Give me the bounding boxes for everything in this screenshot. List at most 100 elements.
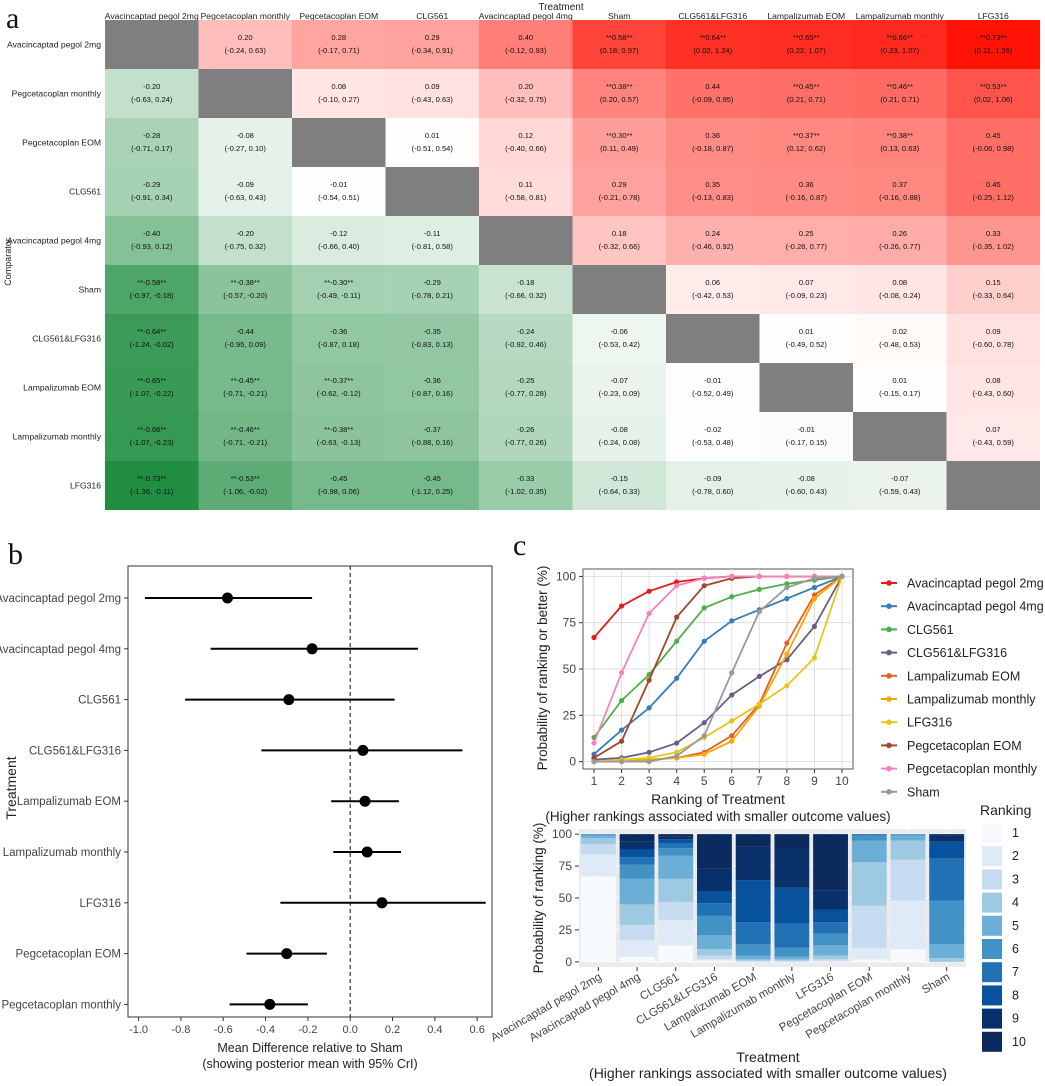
rank-legend-label: 9 bbox=[1012, 1012, 1019, 1026]
heatmap-cell-value: -0.09 bbox=[237, 180, 254, 189]
rankline-x-tick-label: 3 bbox=[646, 774, 653, 788]
heatmap-cell-ci: (0.22, 1.07) bbox=[787, 46, 826, 55]
heatmap-cell-value: 0.45 bbox=[986, 131, 1001, 140]
heatmap-cell bbox=[946, 265, 1040, 314]
heatmap-ylabel: Comparator bbox=[3, 238, 13, 286]
heatmap-cell-ci: (-0.27, 0.10) bbox=[225, 144, 267, 153]
heatmap-cell-value: **-0.46** bbox=[231, 425, 260, 434]
heatmap-cell-ci: (-0.87, 0.16) bbox=[412, 389, 454, 398]
rankline-x-tick-label: 1 bbox=[591, 774, 598, 788]
rankbar-segment bbox=[735, 834, 771, 847]
heatmap-cell-value: 0.07 bbox=[799, 278, 814, 287]
heatmap-cell-value: 0.01 bbox=[892, 376, 907, 385]
forest-point bbox=[283, 694, 295, 706]
rankbar-segment bbox=[735, 960, 771, 962]
rankbar-segment bbox=[697, 959, 732, 961]
heatmap-cell bbox=[385, 167, 479, 216]
heatmap-cell-value: -0.29 bbox=[424, 278, 441, 287]
heatmap-cell-ci: (-0.93, 0.12) bbox=[131, 242, 173, 251]
heatmap-cell-ci: (-0.23, 0.09) bbox=[599, 389, 641, 398]
rankline-legend-marker bbox=[886, 696, 892, 702]
heatmap-cell-value: **-0.38** bbox=[231, 278, 260, 287]
heatmap-cell-value: **0.53** bbox=[980, 82, 1007, 91]
rankbar-segment bbox=[658, 919, 694, 946]
heatmap-cell-ci: (-0.28, 0.77) bbox=[786, 242, 828, 251]
heatmap-cell-ci: (-0.24, 0.08) bbox=[599, 438, 641, 447]
rankbar-segment bbox=[658, 855, 694, 879]
rank-legend-label: 3 bbox=[1012, 872, 1019, 886]
heatmap-cell-ci: (-1.36, -0.11) bbox=[130, 487, 174, 496]
rankline-series-line bbox=[594, 575, 843, 763]
heatmap-cell-ci: (-0.12, 0.93) bbox=[505, 46, 547, 55]
rankbar-segment bbox=[774, 834, 810, 850]
rankbar-segment bbox=[735, 880, 771, 923]
rankbar-segment bbox=[619, 864, 655, 879]
rankline-legend-marker bbox=[886, 673, 892, 679]
forest-panel-border bbox=[127, 565, 493, 1018]
rankbar-segment bbox=[580, 834, 616, 836]
rankline-series-line bbox=[593, 576, 843, 763]
heatmap-cell-value: -0.36 bbox=[424, 376, 441, 385]
rankline-series-point bbox=[674, 675, 680, 681]
heatmap-cell bbox=[479, 69, 573, 118]
heatmap-cell-ci: (-0.32, 0.66) bbox=[599, 242, 641, 251]
heatmap-cell-ci: (-0.21, 0.78) bbox=[599, 193, 641, 202]
rankbar-segment bbox=[890, 834, 926, 836]
heatmap-cell bbox=[479, 412, 573, 461]
forest-ylabel: Treatment bbox=[3, 756, 19, 819]
heatmap-cell bbox=[946, 118, 1040, 167]
heatmap-cell-value: -0.20 bbox=[143, 82, 160, 91]
heatmap-cell-value: 0.09 bbox=[425, 82, 440, 91]
heatmap-cell-value: -0.01 bbox=[330, 180, 347, 189]
heatmap-cell bbox=[759, 363, 853, 412]
forest-point bbox=[361, 846, 373, 858]
rankline-series-line bbox=[593, 575, 842, 744]
heatmap-cell-ci: (-0.52, 0.49) bbox=[692, 389, 734, 398]
rankbar-segment bbox=[929, 834, 965, 836]
forest-x-tick-label: -0.2 bbox=[298, 1024, 317, 1036]
rankline-series-point bbox=[646, 677, 652, 683]
heatmap-cell-value: 0.29 bbox=[612, 180, 627, 189]
rankline-series-point bbox=[784, 683, 790, 689]
heatmap-cell-ci: (-1.06, -0.02) bbox=[223, 487, 267, 496]
heatmap-cell-ci: (-0.63, -0.13) bbox=[317, 438, 361, 447]
heatmap-cell-ci: (-1.24, -0.02) bbox=[130, 340, 174, 349]
rankline-series-point bbox=[756, 573, 762, 580]
heatmap-cell bbox=[105, 314, 199, 363]
rankline-series-point bbox=[729, 733, 735, 739]
heatmap-cell-value: -0.26 bbox=[517, 425, 534, 434]
rankline-series-point bbox=[591, 755, 597, 761]
rank-legend-swatch bbox=[982, 985, 1002, 1006]
rankline-y-tick-label: 25 bbox=[563, 708, 577, 722]
heatmap-row-label: Sham bbox=[79, 285, 101, 295]
heatmap-cell bbox=[759, 167, 853, 216]
heatmap-chart: Treatment Comparator Avacincaptad pegol … bbox=[3, 2, 1040, 510]
rankline-series-point bbox=[646, 758, 652, 765]
heatmap-cell-value: **-0.45** bbox=[231, 376, 260, 385]
forest-x-tick-label: -1.0 bbox=[129, 1024, 148, 1036]
heatmap-cell-ci: (0.23, 1.07) bbox=[880, 46, 919, 55]
heatmap-cell bbox=[946, 20, 1040, 69]
heatmap-cell-value: 0.45 bbox=[986, 180, 1001, 189]
heatmap-cell-ci: (0.12, 0.62) bbox=[787, 144, 826, 153]
rankbar-segment bbox=[813, 945, 848, 956]
rankbar-segment bbox=[774, 960, 810, 962]
rankbar-segment bbox=[735, 846, 771, 881]
forest-x-tick-label: 0.6 bbox=[470, 1024, 485, 1036]
heatmap-row-label: Lampalizumab EOM bbox=[23, 383, 101, 393]
forest-x-tick-label: 0.0 bbox=[343, 1024, 358, 1036]
heatmap-cell-ci: (-0.71, -0.21) bbox=[223, 389, 267, 398]
rankbar-segment bbox=[890, 900, 926, 950]
heatmap-cell-value: 0.40 bbox=[518, 33, 533, 42]
rankbar-segment bbox=[697, 868, 732, 892]
heatmap-cell bbox=[198, 412, 292, 461]
rankline-legend-label: Avacincaptad pegol 2mg bbox=[907, 577, 1044, 591]
heatmap-cell-ci: (0.21, 0.71) bbox=[880, 95, 919, 104]
heatmap-cell-value: **-0.66** bbox=[137, 425, 166, 434]
heatmap-cell bbox=[385, 20, 479, 69]
rankline-series-point bbox=[618, 603, 625, 609]
rankbar-segment bbox=[774, 887, 810, 924]
rankline-series-point bbox=[618, 758, 625, 765]
heatmap-cell-value: **-0.37** bbox=[324, 376, 353, 385]
heatmap-cell bbox=[105, 20, 199, 69]
